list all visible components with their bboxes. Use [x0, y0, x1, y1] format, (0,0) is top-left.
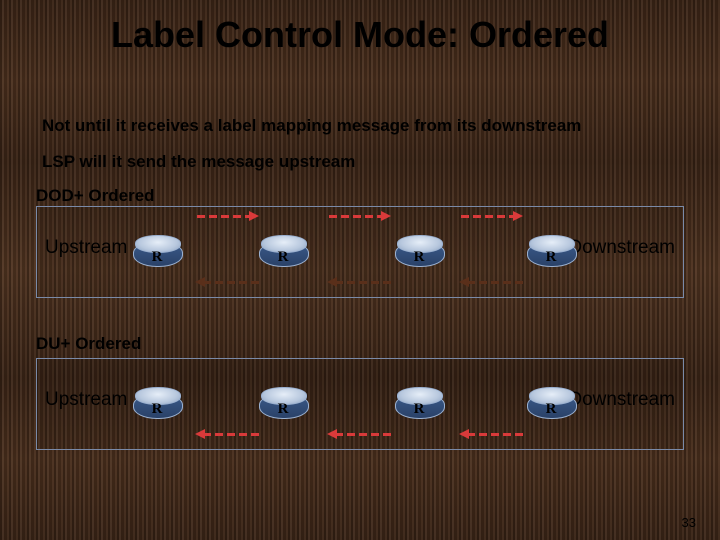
arrow-left-icon [197, 279, 257, 285]
arrow-left-icon [461, 279, 521, 285]
router-icon: R [395, 235, 443, 269]
arrow-left-icon [329, 279, 389, 285]
du-downstream-label: Downstream [568, 389, 675, 411]
arrow-left-icon [329, 431, 389, 437]
router-icon: R [133, 235, 181, 269]
du-panel: Upstream Downstream R R R R [36, 358, 684, 450]
arrow-right-icon [329, 213, 389, 219]
arrow-right-icon [197, 213, 257, 219]
page-title: Label Control Mode: Ordered [0, 14, 720, 56]
dod-downstream-label: Downstream [568, 237, 675, 259]
du-upstream-label: Upstream [45, 389, 127, 411]
arrow-left-icon [197, 431, 257, 437]
dod-section-label: DOD+ Ordered [36, 186, 155, 206]
router-icon: R [527, 235, 575, 269]
arrow-right-icon [461, 213, 521, 219]
router-icon: R [133, 387, 181, 421]
router-icon: R [259, 387, 307, 421]
dod-upstream-label: Upstream [45, 237, 127, 259]
description-line-1: Not until it receives a label mapping me… [42, 116, 581, 136]
router-icon: R [395, 387, 443, 421]
du-section-label: DU+ Ordered [36, 334, 141, 354]
router-icon: R [259, 235, 307, 269]
router-icon: R [527, 387, 575, 421]
arrow-left-icon [461, 431, 521, 437]
page-number: 33 [682, 515, 696, 530]
dod-panel: Upstream Downstream R R R R [36, 206, 684, 298]
description-line-2: LSP will it send the message upstream [42, 152, 355, 172]
